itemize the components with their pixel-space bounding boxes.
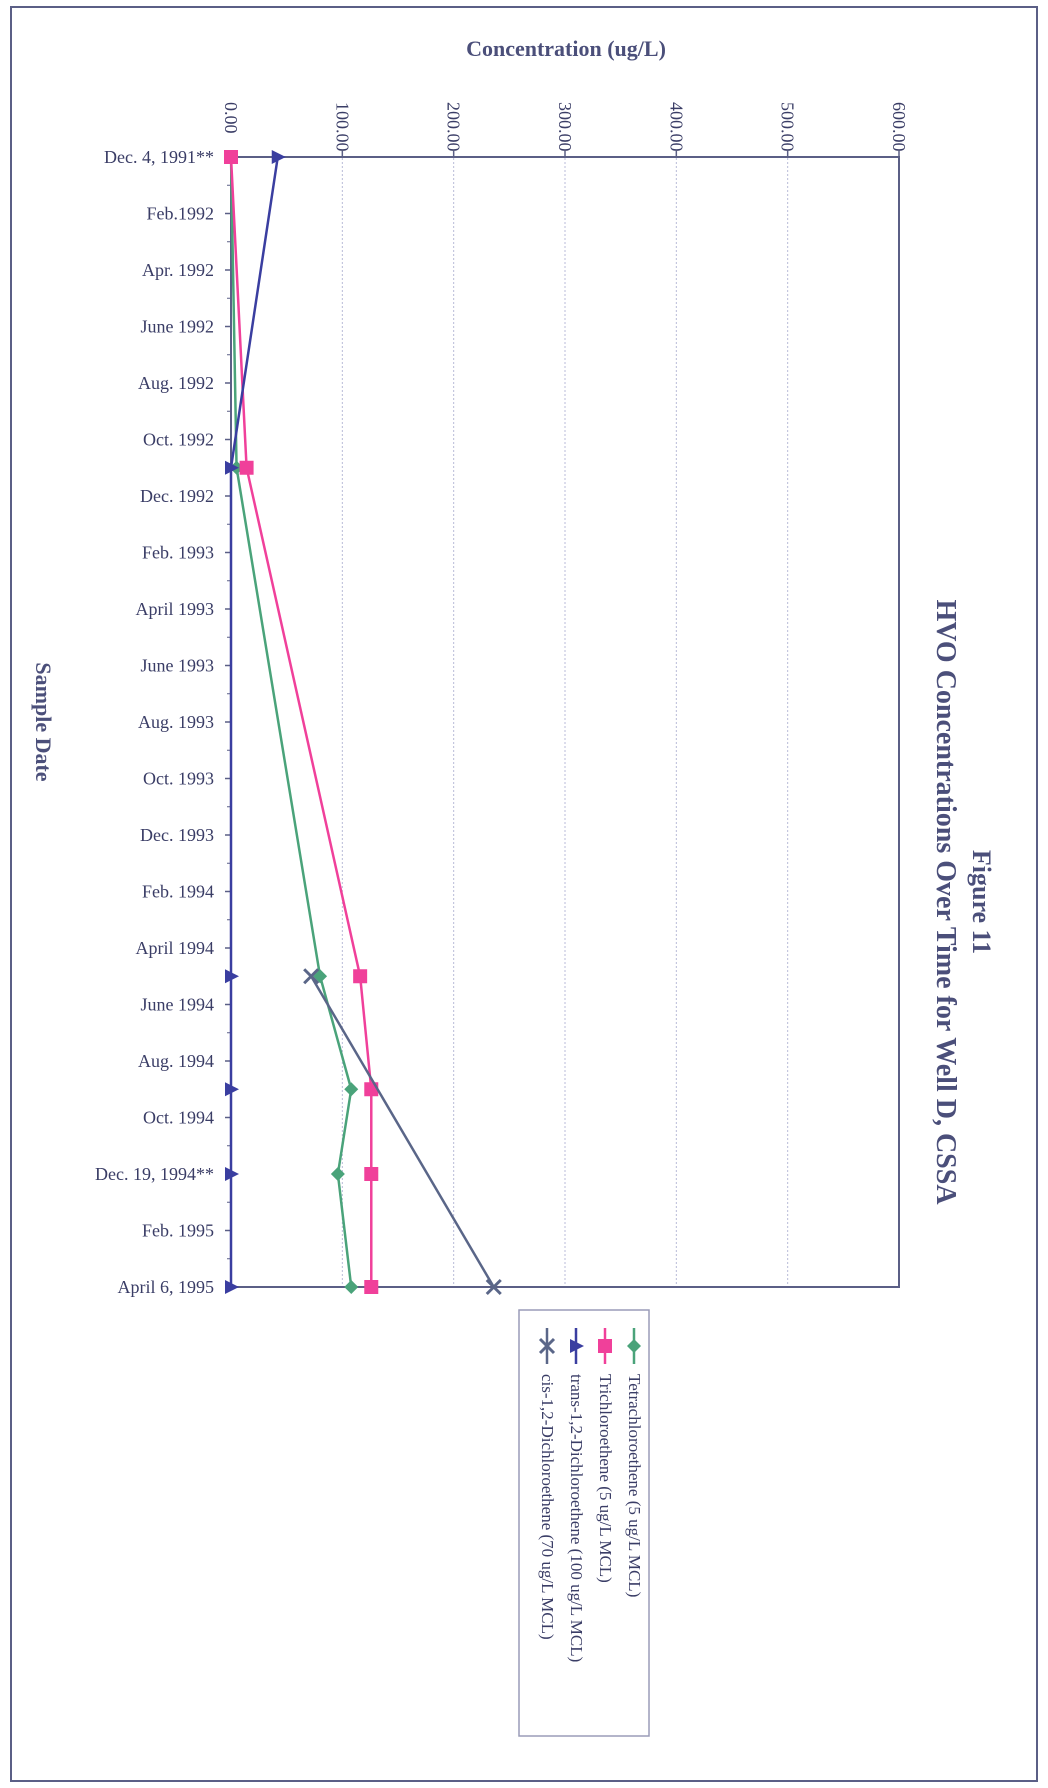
data-point-diamond	[627, 1339, 641, 1353]
x-tick-label: June 1994	[141, 995, 215, 1015]
x-tick-label: Oct. 1994	[143, 1108, 214, 1128]
x-tick-label: Aug. 1994	[138, 1051, 214, 1071]
x-tick-label: Oct. 1992	[143, 430, 214, 450]
x-tick-label: Feb. 1993	[142, 543, 214, 563]
x-tick-label: April 1993	[136, 599, 215, 619]
x-axis-title: Sample Date	[31, 662, 56, 781]
data-point-diamond	[344, 1082, 359, 1097]
legend-label: cis-1,2-Dichloroethene (70 ug/L MCL)	[538, 1374, 557, 1640]
chart-frame	[10, 6, 1038, 1782]
series-4	[303, 968, 502, 1296]
series-1	[224, 150, 359, 1294]
y-tick-label: 600.00	[889, 102, 909, 152]
series-line	[310, 975, 495, 1288]
data-point-triangle	[225, 969, 239, 984]
data-point-square	[364, 1280, 379, 1294]
data-point-square	[224, 150, 238, 164]
data-point-square	[239, 460, 254, 475]
concentration-axis: 0.00 100.00 200.00 300.00 400.00 500.00 600.00	[221, 102, 909, 157]
data-point-triangle	[225, 1280, 239, 1294]
chart-title-line-2: HVO Concentrations Over Time for Well D,…	[930, 599, 961, 1205]
y-axis-title: Concentration (ug/L)	[466, 36, 666, 61]
data-point-triangle	[225, 1082, 239, 1097]
x-tick-label: Dec. 4, 1991**	[104, 147, 214, 167]
y-tick-label: 0.00	[221, 102, 241, 134]
x-tick-label: Feb. 1995	[142, 1221, 214, 1241]
data-point-diamond	[330, 1167, 345, 1181]
x-tick-label: Dec. 19, 1994**	[95, 1164, 214, 1184]
data-point-x	[538, 1337, 556, 1355]
series-3	[225, 150, 286, 1294]
data-point-diamond	[344, 1280, 359, 1294]
x-tick-label: Apr. 1992	[142, 260, 214, 280]
data-point-square	[598, 1339, 612, 1353]
y-tick-label: 500.00	[778, 102, 798, 152]
x-tick-label: April 1994	[136, 938, 215, 958]
data-point-x	[485, 1278, 502, 1296]
chart-title-line-1: Figure 11	[967, 850, 996, 954]
data-point-triangle	[225, 460, 239, 475]
legend-box	[518, 1309, 650, 1737]
series-line	[229, 156, 279, 1287]
x-tick-label: Oct. 1993	[143, 769, 214, 789]
x-marker-stroke	[538, 1337, 556, 1355]
series-line	[229, 156, 373, 1287]
x-tick-label: April 6, 1995	[118, 1277, 215, 1297]
data-point-triangle	[225, 1167, 239, 1181]
x-tick-label: Aug. 1993	[138, 712, 214, 732]
data-point-x	[303, 968, 320, 985]
data-point-square	[353, 969, 368, 984]
legend-label: Trichloroethene (5 ug/L MCL)	[596, 1374, 615, 1583]
data-point-triangle	[271, 150, 286, 164]
legend-label: Tetrachloroethene (5 ug/L MCL)	[625, 1374, 644, 1597]
data-point-square	[364, 1167, 379, 1181]
y-tick-label: 200.00	[444, 102, 464, 152]
series-layer	[224, 150, 502, 1296]
series-2	[224, 150, 379, 1294]
x-marker-stroke	[485, 1278, 502, 1296]
series-line	[229, 156, 353, 1288]
x-tick-label: June 1992	[141, 317, 215, 337]
data-point-triangle	[570, 1339, 584, 1353]
y-tick-label: 100.00	[332, 102, 352, 152]
gridlines	[341, 158, 789, 1286]
date-axis: Dec. 4, 1991** Feb.1992 Apr. 1992 June 1992…	[95, 147, 231, 1297]
x-tick-label: Dec. 1993	[140, 825, 214, 845]
legend-label: trans-1,2-Dichloroethene (100 ug/L MCL)	[567, 1374, 586, 1662]
x-tick-label: Feb.1992	[147, 204, 215, 224]
y-tick-label: 400.00	[666, 102, 686, 152]
x-marker-stroke	[303, 968, 320, 985]
legend: Tetrachloroethene (5 ug/L MCL) Trichloroe…	[518, 1309, 650, 1737]
x-tick-label: June 1993	[141, 656, 215, 676]
x-tick-label: Feb. 1994	[142, 882, 214, 902]
y-tick-label: 300.00	[555, 102, 575, 152]
x-tick-label: Dec. 1992	[140, 486, 214, 506]
x-tick-label: Aug. 1992	[138, 373, 214, 393]
